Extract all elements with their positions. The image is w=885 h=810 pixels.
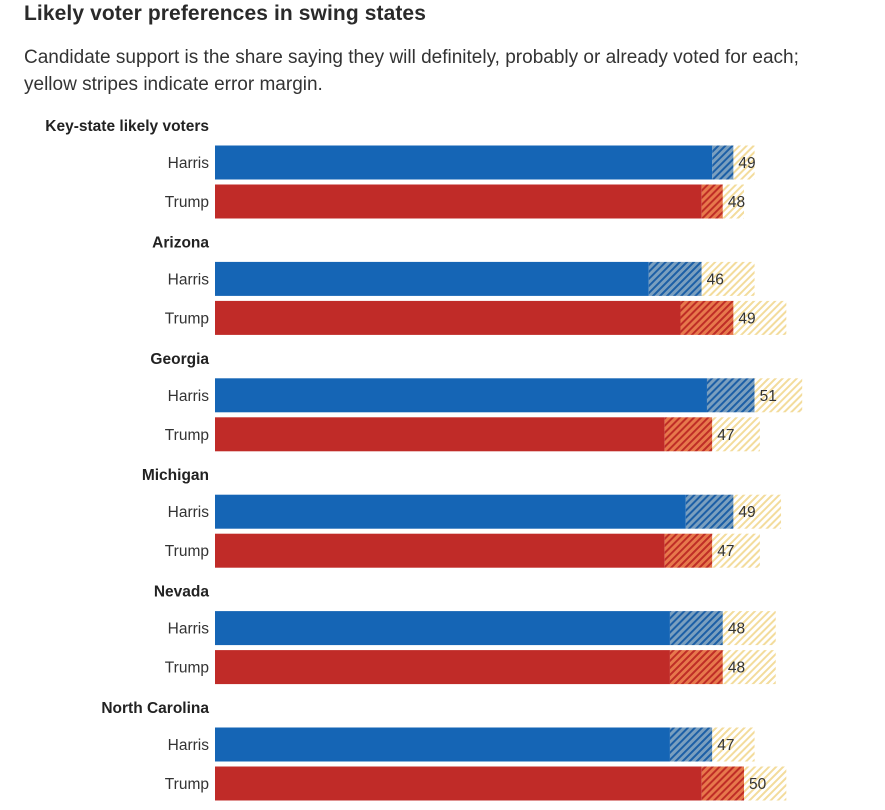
error-margin-stripes <box>712 727 755 762</box>
bar-margin-stripes <box>669 611 723 646</box>
value-label: 48 <box>728 194 745 211</box>
bar-solid <box>215 261 649 296</box>
error-margin-stripes <box>733 145 755 180</box>
bar-margin-stripes <box>669 650 723 685</box>
bar-margin-stripes <box>669 727 713 762</box>
candidate-label: Harris <box>168 388 210 405</box>
bar-solid <box>215 533 665 568</box>
value-label: 48 <box>728 621 745 638</box>
value-label: 47 <box>717 543 734 560</box>
error-margin-stripes <box>701 261 755 296</box>
candidate-label: Trump <box>165 776 209 793</box>
group-label: Michigan <box>142 467 209 484</box>
bar-solid <box>215 417 665 452</box>
bar-solid <box>215 611 670 646</box>
error-margin-stripes <box>733 494 782 529</box>
candidate-label: Harris <box>168 504 210 521</box>
value-label: 47 <box>717 737 734 754</box>
value-label: 48 <box>728 660 745 677</box>
group-label: Nevada <box>154 584 210 601</box>
bar-margin-stripes <box>701 184 723 219</box>
bar-margin-stripes <box>712 145 734 180</box>
error-margin-stripes <box>722 650 776 685</box>
bar-solid <box>215 766 702 801</box>
bar-margin-stripes <box>680 300 734 335</box>
candidate-label: Trump <box>165 427 209 444</box>
error-margin-stripes <box>733 300 787 335</box>
bar-solid <box>215 727 670 762</box>
candidate-label: Trump <box>165 310 209 327</box>
error-margin-stripes <box>712 417 760 452</box>
error-margin-stripes <box>712 533 760 568</box>
group-label: North Carolina <box>101 700 209 717</box>
group-label: Arizona <box>152 234 209 251</box>
candidate-label: Harris <box>168 737 210 754</box>
error-margin-stripes <box>722 184 744 219</box>
bar-solid <box>215 184 702 219</box>
candidate-label: Harris <box>168 621 210 638</box>
value-label: 49 <box>738 155 755 172</box>
value-label: 47 <box>717 427 734 444</box>
error-margin-stripes <box>722 611 776 646</box>
chart-subtitle: Candidate support is the share saying th… <box>24 47 799 95</box>
bar-solid <box>215 300 681 335</box>
bar-margin-stripes <box>706 378 755 413</box>
candidate-label: Trump <box>165 660 209 677</box>
value-label: 49 <box>738 310 755 327</box>
group-label: Georgia <box>150 351 209 368</box>
bar-margin-stripes <box>664 533 713 568</box>
group-label: Key-state likely voters <box>45 118 209 135</box>
candidate-label: Harris <box>168 155 210 172</box>
bar-solid <box>215 378 707 413</box>
bar-solid <box>215 494 686 529</box>
candidate-label: Trump <box>165 194 209 211</box>
bar-solid <box>215 145 713 180</box>
error-margin-stripes <box>744 766 787 801</box>
bar-margin-stripes <box>685 494 734 529</box>
value-label: 50 <box>749 776 767 793</box>
bar-solid <box>215 650 670 685</box>
chart-title: Likely voter preferences in swing states <box>24 2 426 25</box>
candidate-label: Harris <box>168 271 210 288</box>
value-label: 46 <box>707 271 724 288</box>
bar-margin-stripes <box>664 417 713 452</box>
value-label: 49 <box>738 504 755 521</box>
value-label: 51 <box>760 388 777 405</box>
bar-margin-stripes <box>701 766 744 801</box>
bar-margin-stripes <box>648 261 702 296</box>
error-margin-stripes <box>754 378 803 413</box>
candidate-label: Trump <box>165 543 209 560</box>
